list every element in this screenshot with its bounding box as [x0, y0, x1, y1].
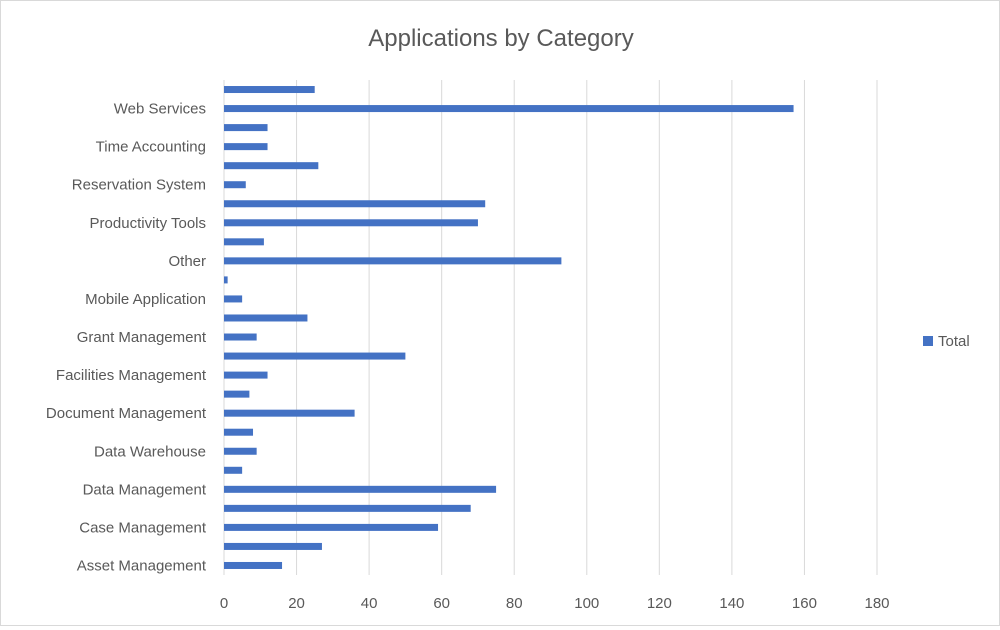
- category-label: Web Services: [114, 101, 206, 118]
- bar: [224, 485, 497, 493]
- bar: [224, 352, 406, 360]
- category-label: Facilities Management: [56, 367, 207, 384]
- x-tick-label: 160: [792, 595, 817, 612]
- category-label: Reservation System: [72, 177, 206, 194]
- x-tick-labels: 0 20 40 60 80 100 120 140 160 180: [220, 595, 890, 612]
- bar: [224, 181, 246, 189]
- category-label: Time Accounting: [96, 139, 206, 156]
- x-tick-label: 120: [647, 595, 672, 612]
- x-tick-label: 140: [719, 595, 744, 612]
- bar: [224, 238, 264, 246]
- x-tick-label: 100: [574, 595, 599, 612]
- bar: [224, 86, 315, 94]
- category-label: Case Management: [79, 519, 207, 536]
- category-label: Asset Management: [77, 557, 207, 574]
- bar: [224, 466, 243, 474]
- legend-label: Total: [938, 333, 970, 350]
- bar: [224, 257, 562, 265]
- category-label: Data Warehouse: [94, 443, 206, 460]
- bar: [224, 371, 268, 379]
- x-tick-label: 20: [288, 595, 305, 612]
- category-label: Data Management: [83, 481, 207, 498]
- legend-swatch: [923, 336, 933, 346]
- bar: [224, 105, 794, 113]
- x-tick-label: 80: [506, 595, 523, 612]
- bar: [224, 428, 254, 436]
- bar: [224, 314, 308, 322]
- category-label: Grant Management: [77, 329, 207, 346]
- category-label: Other: [168, 253, 206, 270]
- bar: [224, 295, 243, 303]
- bar: [224, 219, 478, 227]
- category-label: Mobile Application: [85, 291, 206, 308]
- gridlines: [223, 80, 878, 575]
- x-tick-label: 180: [864, 595, 889, 612]
- bar: [224, 447, 257, 455]
- bar: [224, 504, 471, 512]
- bar: [224, 276, 228, 284]
- bar: [224, 333, 257, 341]
- chart-title: Applications by Category: [368, 25, 633, 52]
- bar: [224, 124, 268, 132]
- bars: [224, 86, 794, 569]
- bar: [224, 523, 439, 531]
- bar: [224, 390, 250, 398]
- bar: [224, 409, 355, 417]
- bar: [224, 162, 319, 170]
- bar: [224, 561, 283, 569]
- x-tick-label: 60: [433, 595, 450, 612]
- category-label: Document Management: [46, 405, 207, 422]
- category-labels: Asset Management Case Management Data Mana…: [46, 101, 207, 575]
- x-tick-label: 40: [361, 595, 378, 612]
- bar: [224, 200, 486, 208]
- category-label: Productivity Tools: [90, 215, 206, 232]
- bar: [224, 542, 322, 550]
- bar: [224, 143, 268, 151]
- x-tick-label: 0: [220, 595, 228, 612]
- legend: Total: [923, 333, 970, 350]
